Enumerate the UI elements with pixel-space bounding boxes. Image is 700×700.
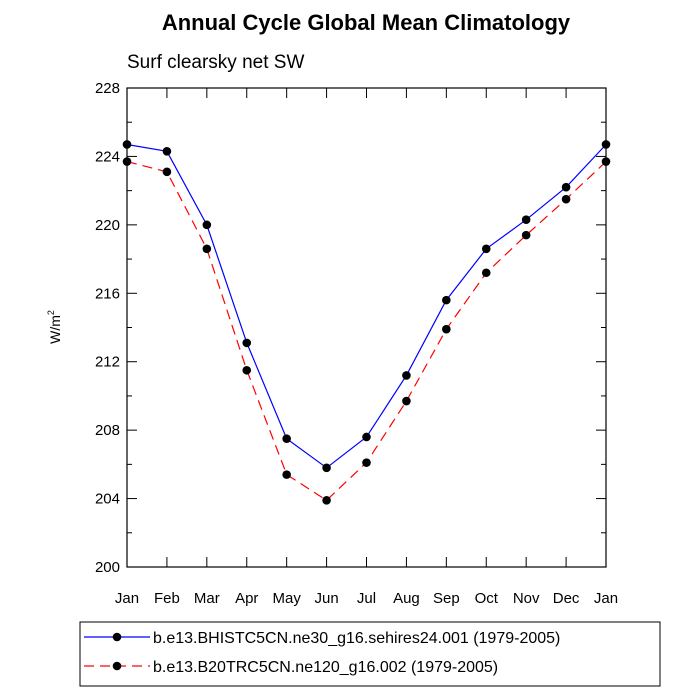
legend-box <box>79 621 661 687</box>
series-2-point <box>202 244 212 254</box>
y-axis-label-superscript: 2 <box>46 310 56 315</box>
y-tick-label: 220 <box>95 217 120 234</box>
plot-axes: 200 204 208 212 216 220 224 228 Jan Feb Mar Apr May J… <box>95 80 618 607</box>
plot-frame <box>126 87 607 568</box>
series-2-point <box>402 396 411 406</box>
x-tick-label: Jun <box>314 590 338 607</box>
series-1-point <box>442 295 451 305</box>
x-tick-label: Jan <box>594 590 618 607</box>
series-1-point <box>601 140 611 149</box>
series-1-point <box>322 463 331 473</box>
series-1-point <box>402 371 411 380</box>
y-tick-label: 200 <box>95 559 120 576</box>
y-axis-label-text: W/m <box>47 315 63 344</box>
series-1-point <box>362 432 371 442</box>
x-tick-label: Aug <box>393 590 420 607</box>
chart-subtitle: Surf clearsky net SW <box>127 52 304 73</box>
series-2-point <box>601 157 611 166</box>
x-tick-label: Apr <box>235 590 258 607</box>
series-1-point <box>202 220 212 230</box>
x-tick-label: Feb <box>154 590 180 607</box>
y-tick-label: 212 <box>95 354 120 371</box>
y-tick-label: 228 <box>95 80 120 97</box>
x-tick-label: Jul <box>357 590 376 607</box>
legend-label-1: b.e13.BHISTC5CN.ne30_g16.sehires24.001 (… <box>153 630 560 647</box>
legend-label-2: b.e13.B20TRC5CN.ne120_g16.002 (1979-2005… <box>153 659 498 676</box>
x-tick-label: Mar <box>194 590 220 607</box>
series-2-point <box>561 194 571 204</box>
series-2-point <box>362 458 371 467</box>
series-2-point <box>122 157 132 166</box>
x-tick-label: Sep <box>433 590 460 607</box>
series-1-point <box>162 146 172 156</box>
series-2-point <box>481 268 491 278</box>
series-layer <box>122 140 611 505</box>
y-tick-label: 216 <box>95 285 120 302</box>
series-2-point <box>282 470 291 479</box>
chart-title: Annual Cycle Global Mean Climatology <box>162 10 571 35</box>
y-axis-label: W/m2 <box>46 310 63 344</box>
series-1-point <box>282 434 291 443</box>
series-2-point <box>162 167 172 177</box>
series-1-point <box>521 215 531 225</box>
series-2-point <box>442 324 451 334</box>
x-tick-label: Nov <box>513 590 540 607</box>
x-tick-label: Jan <box>115 590 139 607</box>
series-line-1 <box>126 143 607 469</box>
x-tick-label: Dec <box>553 590 580 607</box>
series-1-point <box>242 338 252 348</box>
series-1-point <box>481 244 491 254</box>
y-tick-label: 224 <box>95 148 120 165</box>
series-1-point <box>122 140 132 149</box>
series-line-2 <box>126 161 607 502</box>
x-tick-label: Oct <box>475 590 499 607</box>
series-2-point <box>322 495 331 505</box>
y-tick-label: 204 <box>95 491 120 508</box>
series-1-point <box>561 182 571 192</box>
legend-swatch-marker-2 <box>112 661 122 671</box>
x-tick-label: May <box>272 590 301 607</box>
legend-swatch-marker-1 <box>112 632 122 642</box>
series-2-point <box>521 230 531 240</box>
legend: b.e13.BHISTC5CN.ne30_g16.sehires24.001 (… <box>79 621 661 687</box>
y-tick-label: 208 <box>95 422 120 439</box>
series-2-point <box>242 365 252 375</box>
